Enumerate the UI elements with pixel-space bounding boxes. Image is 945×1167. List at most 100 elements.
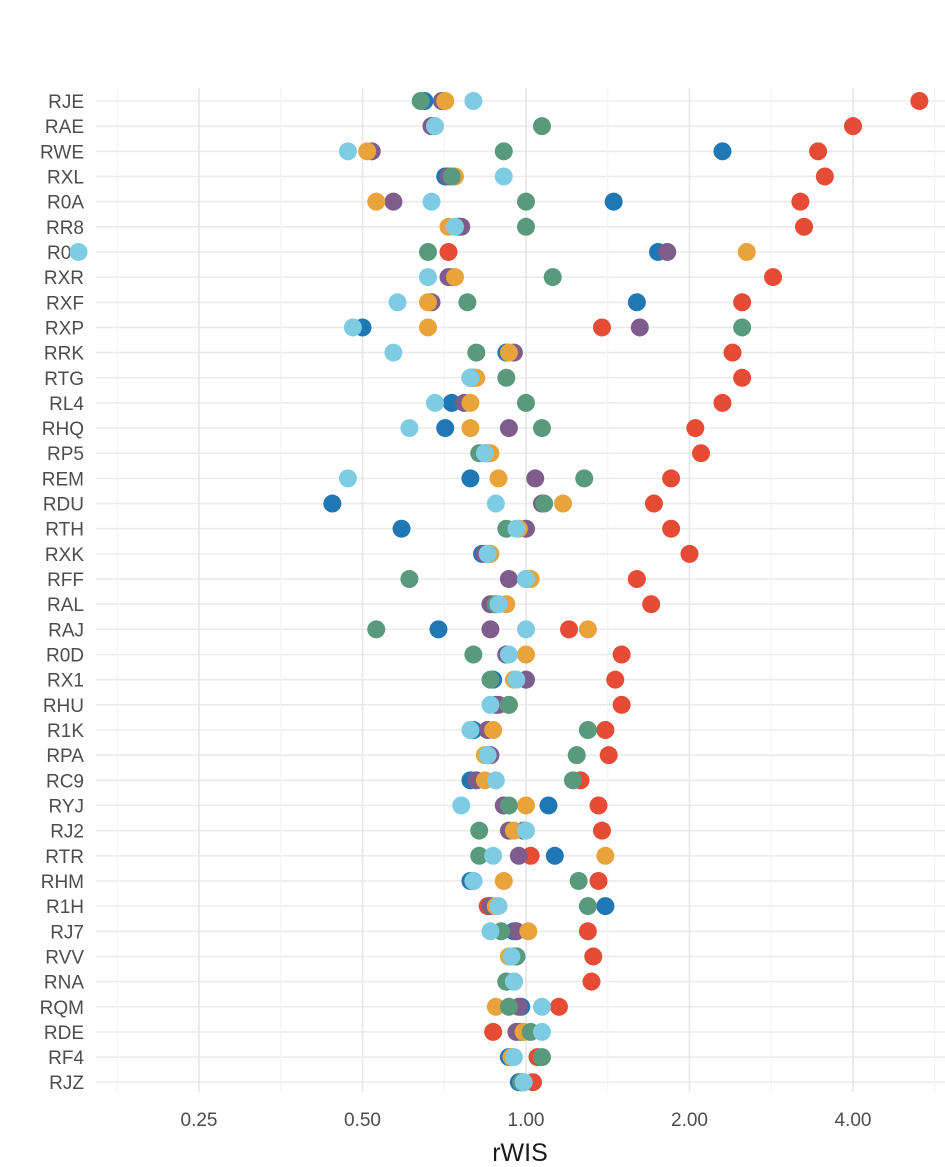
y-tick-label: RJE [48, 92, 84, 113]
y-tick-label: RR8 [46, 218, 84, 239]
data-point [418, 293, 437, 312]
data-point [481, 670, 500, 689]
data-point [338, 469, 357, 488]
data-point [486, 997, 505, 1016]
y-tick-label: RWE [40, 142, 84, 163]
data-point [532, 997, 551, 1016]
data-point [563, 771, 582, 790]
data-point [723, 343, 742, 362]
y-tick-label: RDE [44, 1023, 84, 1044]
data-point [658, 242, 677, 261]
data-point [791, 192, 810, 211]
data-point [486, 771, 505, 790]
data-point [367, 192, 386, 211]
data-point [554, 494, 573, 513]
y-tick-label: RVV [45, 947, 84, 968]
data-point [358, 142, 377, 161]
data-point [499, 419, 518, 438]
data-point [584, 947, 603, 966]
data-point [481, 620, 500, 639]
y-tick-label: RQM [40, 998, 84, 1019]
y-tick-label: RTG [44, 369, 84, 390]
data-point [467, 343, 486, 362]
data-point [519, 922, 538, 941]
data-point [569, 871, 588, 890]
data-point [627, 570, 646, 589]
data-point [596, 846, 615, 865]
data-point [422, 192, 441, 211]
y-tick-label: RHU [43, 696, 84, 717]
data-point [910, 92, 929, 110]
data-point [504, 1048, 523, 1067]
data-point [504, 972, 523, 991]
data-point [578, 721, 597, 739]
data-point [532, 419, 551, 438]
y-tick-label: RJ7 [50, 922, 84, 943]
y-tick-label: RPA [46, 746, 84, 767]
x-tick-label: 0.25 [181, 1110, 218, 1131]
data-point [578, 620, 597, 639]
y-tick-label: RRK [44, 344, 84, 365]
data-point [606, 670, 625, 689]
y-tick-label: R1K [47, 721, 84, 742]
data-point [442, 167, 461, 186]
data-point [539, 796, 558, 815]
data-point [526, 469, 545, 488]
data-point [486, 494, 505, 513]
data-point [470, 821, 489, 840]
data-point [737, 242, 756, 261]
y-tick-label: RHQ [42, 419, 84, 440]
y-tick-label: RJZ [49, 1073, 84, 1094]
x-tick-label: 1.00 [508, 1110, 545, 1131]
data-point [642, 595, 661, 614]
y-tick-label: RYJ [48, 796, 84, 817]
data-point [733, 318, 752, 337]
data-point [592, 821, 611, 840]
data-point [627, 293, 646, 312]
data-point [481, 695, 500, 714]
data-point [458, 293, 477, 312]
data-point [517, 796, 535, 815]
data-point [499, 645, 518, 664]
data-point [532, 117, 551, 136]
data-point [809, 142, 828, 161]
data-point [418, 268, 437, 287]
data-point [578, 897, 597, 916]
data-point [497, 368, 516, 387]
data-point [388, 293, 407, 312]
data-point [589, 796, 608, 815]
data-point [535, 494, 554, 513]
data-point [439, 242, 458, 261]
x-tick-label: 0.50 [344, 1110, 381, 1131]
data-point [489, 595, 508, 614]
x-tick-label: 2.00 [671, 1110, 708, 1131]
data-point [392, 519, 411, 538]
data-point [484, 721, 503, 739]
data-point [733, 368, 752, 387]
data-point [517, 645, 535, 664]
data-point [713, 142, 732, 161]
data-point [543, 268, 562, 287]
y-tick-label: RDU [43, 495, 84, 516]
data-point [461, 419, 480, 438]
y-tick-label: RFF [47, 570, 84, 591]
data-point [442, 393, 461, 412]
y-tick-label: RAJ [48, 620, 84, 641]
data-point [517, 620, 535, 639]
data-point [461, 721, 480, 739]
data-point [815, 167, 834, 186]
data-points [69, 92, 929, 1092]
y-tick-label: RF4 [48, 1048, 84, 1069]
data-point [692, 444, 711, 463]
data-point [499, 796, 518, 815]
y-tick-label: RTH [45, 520, 84, 541]
data-point [494, 871, 513, 890]
data-point [502, 947, 521, 966]
y-tick-label: RX1 [47, 671, 84, 692]
data-point [499, 695, 518, 714]
data-point [384, 192, 403, 211]
data-point [599, 746, 618, 765]
data-point [499, 997, 518, 1016]
data-point [596, 897, 615, 916]
